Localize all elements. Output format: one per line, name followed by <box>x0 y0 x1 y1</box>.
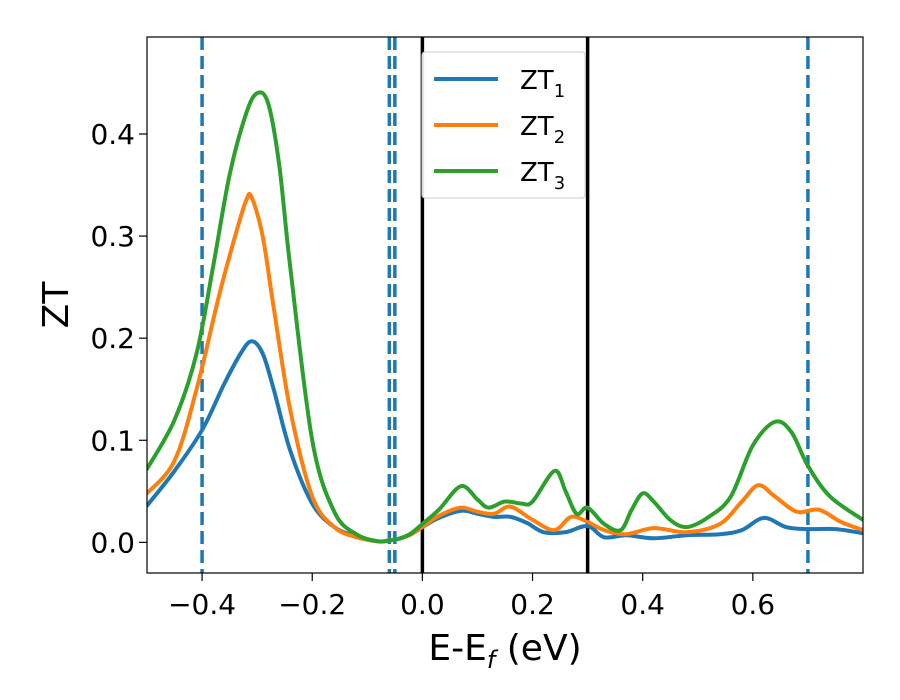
x-axis-label: E-Ef (eV) <box>428 628 581 674</box>
plot-frame <box>146 36 864 574</box>
legend-label-zt-2: ZT2 <box>520 112 565 148</box>
x-tick-label: −0.4 <box>168 588 236 621</box>
x-tick-label: 0.4 <box>620 588 665 621</box>
legend-box <box>421 51 586 199</box>
legend-label-zt-3: ZT3 <box>520 158 565 194</box>
y-tick-label: 0.0 <box>90 526 135 559</box>
x-axis-ticks: −0.4 −0.2 0.0 0.2 0.4 0.6 <box>168 573 775 621</box>
x-tick-label: 0.0 <box>400 588 445 621</box>
series-line-zt-2 <box>147 191 863 544</box>
x-tick-label: 0.2 <box>510 588 555 621</box>
legend-label-zt-1: ZT1 <box>520 66 565 102</box>
series-lines <box>147 90 863 544</box>
x-tick-label: 0.6 <box>731 588 776 621</box>
y-tick-label: 0.2 <box>90 322 135 355</box>
y-axis-label: ZT <box>36 281 77 329</box>
x-tick-label: −0.2 <box>278 588 346 621</box>
y-tick-label: 0.4 <box>90 118 135 151</box>
reference-lines <box>200 37 810 573</box>
y-tick-label: 0.3 <box>90 220 135 253</box>
y-tick-label: 0.1 <box>90 424 135 457</box>
series-line-zt-1 <box>147 339 863 544</box>
legend: ZT1 ZT2 ZT3 <box>421 51 586 199</box>
series-line-zt-3 <box>147 90 863 544</box>
y-axis-ticks: 0.0 0.1 0.2 0.3 0.4 <box>90 118 147 559</box>
